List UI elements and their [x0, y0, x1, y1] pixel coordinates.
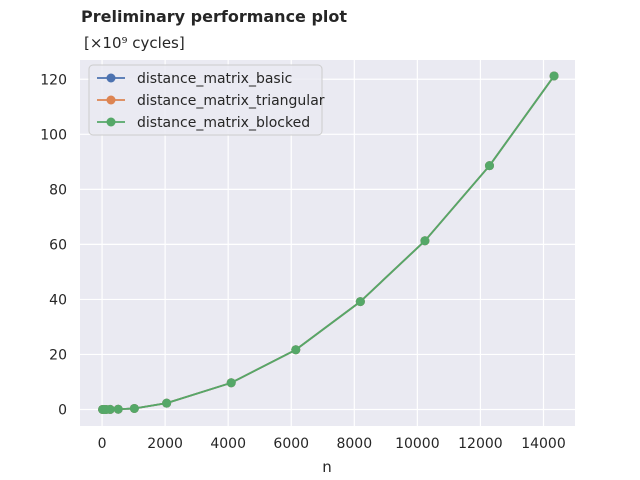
data-point-distance_matrix_blocked-12 [549, 71, 559, 81]
x-tick-label-0: 0 [98, 436, 107, 452]
chart-subtitle: [×10⁹ cycles] [84, 34, 185, 52]
tick-labels: 0 2000 4000 6000 8000 10000 12000 14000 0 20 40 60 8… [40, 72, 565, 452]
data-point-distance_matrix_blocked-11 [484, 161, 494, 171]
x-tick-label-1: 2000 [147, 436, 183, 452]
y-tick-label-2: 40 [49, 292, 67, 308]
y-tick-label-3: 60 [49, 237, 67, 253]
series-layer [98, 71, 559, 414]
y-tick-label-6: 120 [40, 72, 67, 88]
legend: distance_matrix_basic distance_matrix_tri… [88, 64, 325, 136]
y-tick-label-4: 80 [49, 182, 67, 198]
data-point-distance_matrix_blocked-6 [162, 398, 172, 408]
x-tick-label-6: 12000 [458, 436, 503, 452]
legend-marker-distance_matrix_basic [106, 73, 116, 83]
legend-marker-distance_matrix_blocked [106, 117, 116, 127]
data-point-distance_matrix_blocked-8 [291, 345, 301, 355]
data-point-distance_matrix_blocked-5 [129, 403, 139, 413]
legend-label-distance_matrix_blocked: distance_matrix_blocked [137, 115, 310, 131]
x-tick-label-3: 6000 [273, 436, 309, 452]
x-tick-label-7: 14000 [521, 436, 566, 452]
x-tick-label-5: 10000 [395, 436, 440, 452]
y-tick-label-0: 0 [58, 402, 67, 418]
series-distance_matrix_blocked [98, 71, 559, 414]
legend-item-distance_matrix_blocked: distance_matrix_blocked [97, 115, 310, 131]
y-tick-label-1: 20 [49, 347, 67, 363]
legend-item-distance_matrix_triangular: distance_matrix_triangular [97, 93, 325, 109]
data-point-distance_matrix_blocked-10 [420, 236, 430, 246]
x-tick-label-2: 4000 [210, 436, 246, 452]
data-point-distance_matrix_blocked-7 [226, 378, 236, 388]
y-tick-label-5: 100 [40, 127, 67, 143]
legend-item-distance_matrix_basic: distance_matrix_basic [97, 71, 292, 87]
legend-label-distance_matrix_triangular: distance_matrix_triangular [137, 93, 325, 109]
x-axis-label: n [322, 458, 332, 476]
legend-marker-distance_matrix_triangular [106, 95, 116, 105]
data-point-distance_matrix_blocked-3 [105, 404, 115, 414]
x-tick-label-4: 8000 [336, 436, 372, 452]
legend-box [88, 64, 323, 136]
data-point-distance_matrix_blocked-4 [113, 404, 123, 414]
legend-label-distance_matrix_basic: distance_matrix_basic [137, 71, 292, 87]
chart-title: Preliminary performance plot [81, 7, 347, 26]
data-point-distance_matrix_blocked-9 [355, 297, 365, 307]
